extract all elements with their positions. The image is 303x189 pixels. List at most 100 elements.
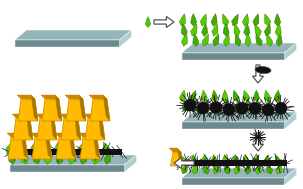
Polygon shape	[181, 34, 188, 46]
Polygon shape	[33, 152, 40, 164]
Polygon shape	[31, 133, 49, 137]
Polygon shape	[245, 33, 251, 46]
Polygon shape	[181, 178, 285, 185]
Polygon shape	[9, 155, 136, 165]
Polygon shape	[192, 100, 198, 112]
Polygon shape	[190, 91, 196, 101]
Polygon shape	[18, 99, 38, 121]
Polygon shape	[145, 16, 151, 28]
Polygon shape	[256, 34, 262, 46]
Polygon shape	[79, 95, 86, 121]
Polygon shape	[36, 114, 54, 118]
Ellipse shape	[221, 105, 238, 114]
Polygon shape	[264, 24, 270, 36]
Polygon shape	[275, 24, 281, 36]
Polygon shape	[255, 163, 261, 174]
Polygon shape	[263, 155, 270, 165]
Ellipse shape	[181, 101, 198, 110]
Polygon shape	[21, 133, 28, 159]
Polygon shape	[89, 95, 107, 99]
Circle shape	[211, 102, 221, 113]
Polygon shape	[252, 133, 264, 151]
Polygon shape	[231, 14, 238, 26]
Polygon shape	[253, 155, 259, 165]
Polygon shape	[12, 114, 30, 118]
Ellipse shape	[208, 103, 225, 112]
Polygon shape	[65, 95, 83, 99]
Polygon shape	[245, 163, 251, 174]
Polygon shape	[200, 155, 206, 165]
Polygon shape	[181, 168, 297, 178]
Polygon shape	[68, 152, 75, 164]
Polygon shape	[26, 114, 33, 140]
Circle shape	[275, 103, 287, 114]
Polygon shape	[277, 100, 283, 112]
Polygon shape	[252, 65, 264, 83]
Polygon shape	[213, 164, 219, 174]
Polygon shape	[285, 168, 297, 185]
Polygon shape	[211, 14, 217, 26]
Polygon shape	[41, 95, 59, 99]
Polygon shape	[255, 24, 261, 36]
Polygon shape	[191, 13, 197, 26]
Polygon shape	[15, 40, 119, 47]
Polygon shape	[181, 155, 187, 165]
Polygon shape	[37, 118, 57, 140]
Polygon shape	[44, 152, 51, 164]
Polygon shape	[233, 90, 239, 102]
Polygon shape	[43, 142, 50, 154]
Polygon shape	[181, 43, 297, 53]
Polygon shape	[285, 43, 297, 60]
Polygon shape	[222, 154, 228, 166]
Polygon shape	[92, 152, 99, 164]
Polygon shape	[182, 160, 287, 166]
Ellipse shape	[272, 104, 289, 113]
Polygon shape	[174, 157, 194, 169]
Polygon shape	[203, 164, 209, 174]
Polygon shape	[119, 30, 132, 47]
Polygon shape	[212, 155, 218, 165]
Polygon shape	[31, 95, 38, 121]
Polygon shape	[69, 133, 76, 159]
Circle shape	[262, 104, 274, 115]
Polygon shape	[275, 155, 281, 165]
Polygon shape	[191, 24, 197, 36]
Polygon shape	[66, 99, 86, 121]
Polygon shape	[244, 23, 250, 36]
Polygon shape	[234, 24, 240, 36]
Polygon shape	[9, 152, 16, 164]
Polygon shape	[256, 100, 262, 112]
Polygon shape	[90, 99, 110, 121]
Polygon shape	[55, 95, 62, 121]
Polygon shape	[265, 100, 272, 112]
Polygon shape	[234, 100, 240, 112]
Polygon shape	[285, 112, 297, 129]
Polygon shape	[244, 90, 250, 102]
Polygon shape	[211, 90, 218, 102]
Polygon shape	[93, 133, 100, 159]
Polygon shape	[66, 142, 73, 154]
Polygon shape	[32, 137, 52, 159]
Polygon shape	[84, 114, 102, 118]
Polygon shape	[182, 100, 188, 112]
Ellipse shape	[255, 67, 271, 74]
Circle shape	[198, 103, 208, 114]
Ellipse shape	[247, 104, 264, 113]
Polygon shape	[181, 53, 285, 60]
Polygon shape	[98, 114, 105, 140]
Polygon shape	[9, 165, 125, 172]
Polygon shape	[18, 142, 26, 154]
Polygon shape	[45, 133, 52, 159]
Polygon shape	[232, 154, 239, 166]
Polygon shape	[74, 114, 81, 140]
Polygon shape	[267, 34, 273, 46]
Polygon shape	[104, 152, 111, 164]
Polygon shape	[213, 34, 219, 46]
Polygon shape	[265, 14, 271, 26]
Polygon shape	[191, 154, 197, 166]
Polygon shape	[212, 24, 218, 36]
Polygon shape	[179, 14, 185, 26]
Polygon shape	[243, 155, 249, 165]
Circle shape	[185, 100, 195, 111]
Polygon shape	[276, 164, 282, 174]
